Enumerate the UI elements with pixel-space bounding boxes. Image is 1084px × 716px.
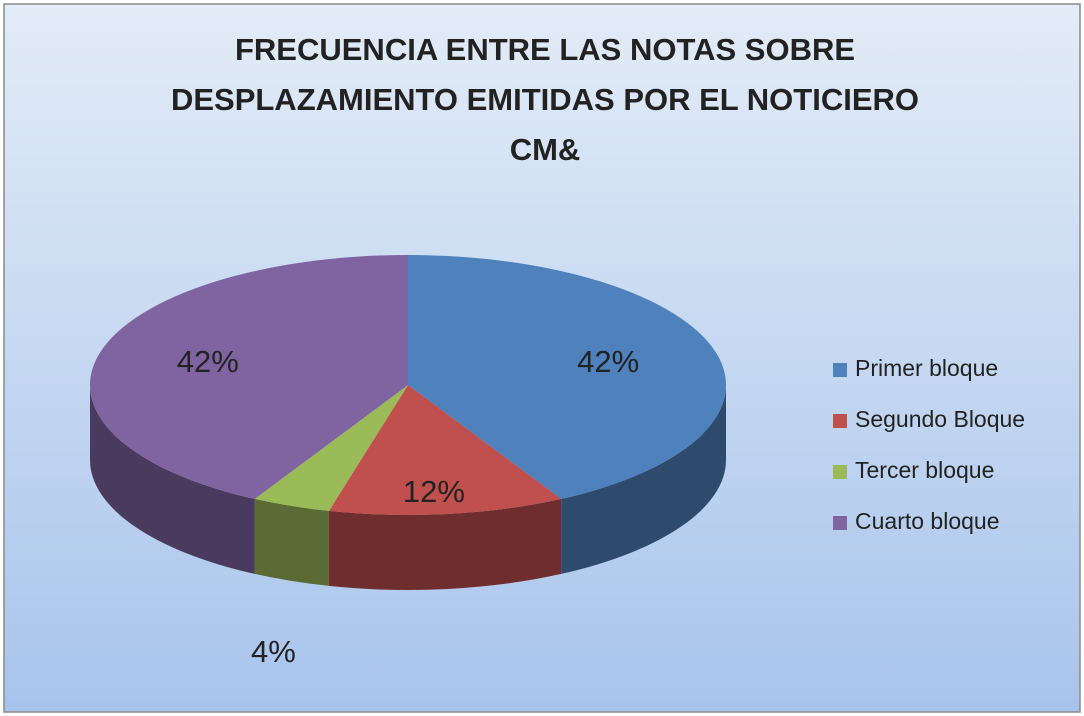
slice (408, 255, 727, 499)
chart-title: FRECUENCIA ENTRE LAS NOTAS SOBRE (235, 32, 855, 67)
legend-label: Tercer bloque (855, 457, 994, 483)
slice-side (561, 385, 726, 574)
slice (254, 385, 408, 511)
legend-swatch (833, 516, 847, 530)
legend-swatch (833, 414, 847, 428)
data-label: 42% (577, 344, 639, 379)
legend-label: Segundo Bloque (855, 406, 1025, 432)
data-label: 42% (177, 344, 239, 379)
slice (89, 255, 408, 499)
data-label: 12% (403, 474, 465, 509)
slice-side (254, 498, 329, 586)
legend-label: Cuarto bloque (855, 508, 1000, 534)
legend-label: Primer bloque (855, 355, 998, 381)
slice (328, 385, 562, 515)
legend-swatch (833, 465, 847, 479)
slice-side (328, 498, 562, 590)
slice-side (90, 385, 255, 574)
chart-title: CM& (510, 132, 581, 167)
chart-title: DESPLAZAMIENTO EMITIDAS POR EL NOTICIERO (171, 82, 919, 117)
data-label: 4% (251, 634, 296, 669)
legend-swatch (833, 363, 847, 377)
